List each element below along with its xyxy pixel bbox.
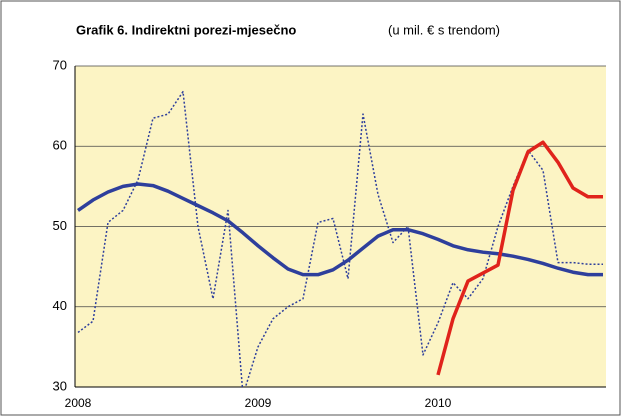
y-tick-label: 60 [53,138,67,153]
y-tick-label: 70 [53,57,67,72]
line-series [77,182,603,277]
y-tick-label: 40 [53,298,67,313]
chart-subtitle: (u mil. € s trendom) [388,22,500,37]
x-tick-label: 2010 [425,396,452,410]
x-tick-label: 2009 [245,396,272,410]
line-series [436,140,603,376]
y-tick-label: 50 [53,218,67,233]
y-tick-label: 30 [53,378,67,393]
chart-title: Grafik 6. Indirektni porezi-mjesečno [76,22,296,37]
x-tick-label: 2008 [65,396,92,410]
